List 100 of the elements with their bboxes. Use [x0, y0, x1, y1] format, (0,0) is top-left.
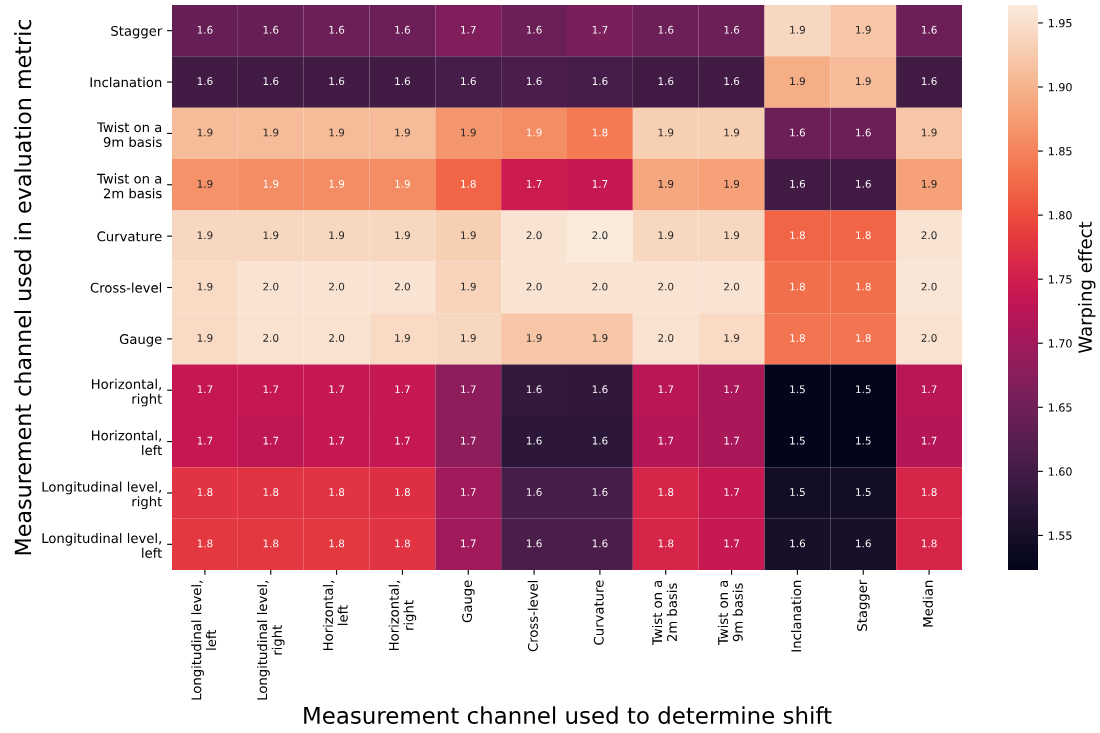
- color-bar-label: 1.60: [1048, 467, 1072, 476]
- data-label: 1.7: [592, 25, 608, 34]
- data-label: 1.6: [658, 25, 674, 34]
- y-tick-label: Longitudinal level, left: [42, 532, 162, 558]
- data-label: 1.8: [856, 231, 871, 240]
- data-label: 1.6: [329, 25, 345, 34]
- data-label: 1.7: [329, 385, 344, 394]
- data-label: 1.7: [461, 539, 476, 548]
- data-label: 1.8: [921, 488, 937, 496]
- data-label: 1.6: [395, 25, 411, 34]
- data-label: 1.6: [526, 436, 542, 445]
- y-tick-label: Cross-level: [90, 282, 162, 293]
- color-bar-label: 1.65: [1048, 403, 1072, 412]
- data-label: 1.9: [329, 231, 345, 240]
- data-label: 1.9: [395, 179, 410, 188]
- y-tick-label: Horizontal, left: [92, 430, 162, 456]
- data-label: 1.9: [724, 231, 740, 240]
- data-label: 1.8: [790, 282, 805, 291]
- x-tick-label: Twist on a 2m basis: [651, 580, 677, 646]
- data-label: 1.6: [592, 77, 608, 86]
- data-label: 1.8: [856, 334, 871, 342]
- data-label: 1.6: [329, 77, 345, 86]
- y-tick-label: Twist on a 9m basis: [96, 122, 162, 147]
- data-label: 1.8: [461, 179, 476, 188]
- data-label: 1.9: [461, 231, 476, 240]
- data-label: 1.9: [592, 334, 608, 342]
- data-label: 1.6: [526, 488, 542, 496]
- data-label: 1.6: [197, 25, 213, 34]
- data-label: 2.0: [526, 282, 542, 291]
- data-label: 1.9: [197, 179, 213, 188]
- data-label: 1.9: [658, 179, 674, 188]
- data-label: 1.9: [395, 231, 410, 240]
- data-label: 1.7: [658, 385, 674, 394]
- data-label: 1.9: [724, 179, 740, 188]
- x-tick-label: Stagger: [857, 579, 870, 631]
- data-label: 1.7: [724, 385, 739, 394]
- data-label: 1.7: [592, 180, 608, 188]
- data-label: 1.8: [263, 539, 279, 548]
- data-label: 2.0: [592, 282, 608, 291]
- data-label: 1.7: [658, 436, 674, 445]
- data-label: 2.0: [329, 334, 345, 342]
- color-bar-label: 1.95: [1048, 18, 1072, 28]
- data-label: 1.5: [856, 436, 871, 445]
- data-label: 1.7: [395, 385, 410, 394]
- data-label: 1.7: [921, 436, 937, 445]
- x-tick-label: Twist on a 9m basis: [717, 580, 743, 646]
- data-label: 1.6: [790, 539, 806, 548]
- data-label: 1.6: [526, 385, 542, 394]
- y-tick-label: Gauge: [119, 334, 162, 347]
- color-bar-label: 1.75: [1048, 275, 1072, 284]
- data-label: 1.8: [395, 488, 410, 496]
- data-label: 1.6: [592, 488, 608, 496]
- data-label: 1.8: [790, 231, 805, 240]
- data-label: 1.7: [395, 436, 410, 445]
- data-label: 1.6: [263, 77, 279, 86]
- data-label: 1.9: [856, 25, 871, 34]
- data-label: 1.6: [526, 77, 542, 86]
- data-label: 2.0: [921, 334, 937, 342]
- data-label: 1.5: [856, 385, 871, 394]
- data-label: 1.9: [197, 231, 213, 240]
- y-tick-label: Longitudinal level, right: [42, 481, 162, 510]
- data-label: 2.0: [658, 334, 674, 342]
- x-tick-label: Inclanation: [791, 580, 802, 652]
- data-label: 1.5: [790, 436, 805, 445]
- data-label: 2.0: [592, 231, 608, 240]
- data-label: 1.9: [790, 25, 805, 34]
- data-label: 1.9: [263, 128, 279, 137]
- data-label: 1.9: [197, 282, 213, 291]
- data-label: 2.0: [921, 282, 937, 291]
- data-label: 1.6: [856, 179, 871, 188]
- data-label: 2.0: [263, 282, 279, 291]
- data-label: 1.6: [856, 128, 871, 137]
- data-label: 2.0: [526, 231, 542, 240]
- x-tick-label: Horizontal, right: [388, 581, 417, 650]
- color-bar-label: 1.85: [1048, 147, 1072, 156]
- data-label: 1.6: [856, 539, 871, 548]
- data-label: 1.9: [329, 128, 345, 137]
- x-tick-label: Cross-level: [527, 580, 538, 652]
- data-label: 1.9: [329, 179, 345, 188]
- data-label: 1.7: [461, 488, 476, 496]
- data-label: 1.6: [921, 25, 937, 34]
- data-label: 1.9: [197, 334, 213, 342]
- data-label: 2.0: [724, 282, 740, 291]
- data-label: 1.9: [724, 334, 740, 342]
- data-label: 1.6: [592, 539, 608, 548]
- data-label: 1.9: [197, 128, 213, 137]
- data-label: 1.9: [263, 179, 279, 188]
- data-label: 1.6: [461, 77, 476, 86]
- data-label: 1.9: [790, 77, 805, 86]
- data-label: 1.9: [461, 282, 476, 291]
- data-label: 1.8: [263, 488, 279, 496]
- data-label: 1.9: [461, 334, 476, 342]
- data-label: 1.6: [724, 77, 740, 86]
- data-label: 1.8: [395, 539, 410, 548]
- data-label: 1.9: [526, 334, 542, 342]
- data-label: 1.9: [921, 128, 937, 137]
- data-label: 1.6: [526, 539, 542, 548]
- data-label: 1.7: [724, 488, 739, 496]
- x-tick-label: Horizontal, left: [322, 581, 348, 650]
- data-label: 1.9: [395, 334, 410, 342]
